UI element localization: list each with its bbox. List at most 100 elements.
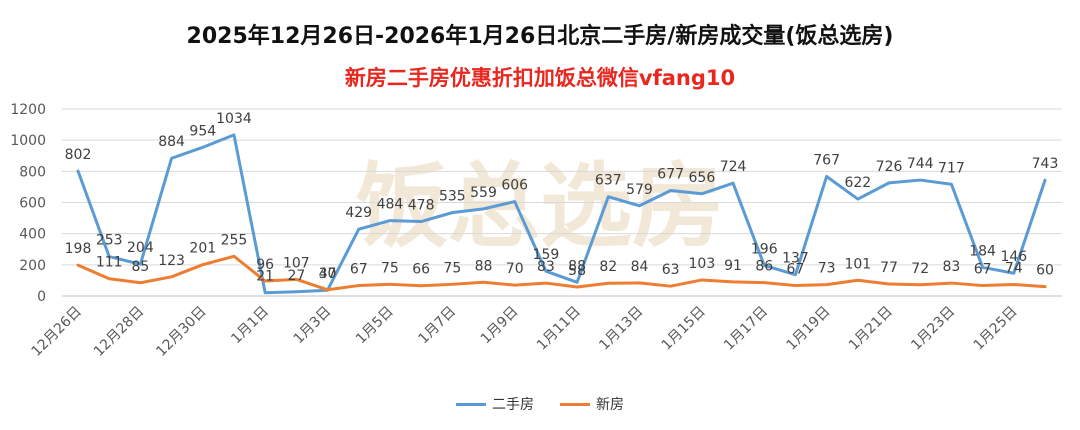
data-label: 73 (818, 261, 836, 277)
x-tick-label: 1月21日 (846, 304, 896, 354)
data-label: 101 (844, 256, 871, 272)
data-label: 84 (631, 259, 649, 275)
x-tick-label: 1月19日 (783, 304, 833, 354)
data-label: 484 (377, 197, 404, 213)
series-lines (76, 133, 1047, 295)
data-label: 137 (782, 251, 809, 267)
legend-swatch-new-home (560, 402, 590, 406)
data-label: 66 (412, 262, 430, 278)
chart-subtitle: 新房二手房优惠折扣加饭总微信vfang10 (344, 66, 736, 90)
y-axis: 0 200 400 600 800 1000 1200 (10, 102, 46, 305)
x-tick-label: 1月15日 (659, 304, 709, 354)
data-label: 103 (689, 256, 716, 272)
data-label: 767 (813, 152, 840, 168)
data-label: 478 (408, 198, 435, 214)
data-label: 726 (876, 159, 903, 175)
data-label: 86 (755, 259, 773, 275)
data-label: 37 (319, 266, 337, 282)
data-label: 91 (724, 258, 742, 274)
x-tick-label: 1月3日 (291, 304, 335, 348)
legend-item-new-home: 新房 (560, 394, 624, 414)
data-label: 253 (96, 233, 123, 249)
data-label: 67 (350, 262, 368, 278)
x-tick-label: 12月28日 (91, 304, 147, 360)
data-label: 107 (283, 255, 310, 271)
data-label: 60 (1036, 263, 1054, 279)
x-tick-label: 1月17日 (721, 304, 771, 354)
data-label: 111 (96, 255, 123, 271)
data-label: 802 (65, 147, 92, 163)
data-label: 75 (381, 260, 399, 276)
data-label: 74 (1005, 260, 1023, 276)
data-label: 429 (345, 205, 372, 221)
x-tick-label: 1月25日 (971, 304, 1021, 354)
x-tick-label: 1月11日 (534, 304, 584, 354)
gridlines (62, 108, 1062, 297)
data-label: 88 (475, 258, 493, 274)
data-label: 67 (787, 262, 805, 278)
data-label: 535 (439, 189, 466, 205)
data-label: 677 (657, 167, 684, 183)
x-tick-label: 12月26日 (29, 304, 85, 360)
data-label: 70 (506, 261, 524, 277)
x-axis: 12月26日 12月28日 12月30日 1月1日 1月3日 1月5日 1月7日 1月9日 1月… (29, 304, 1021, 360)
data-label: 637 (595, 173, 622, 189)
data-label: 21 (256, 269, 274, 285)
y-tick-label: 800 (19, 164, 46, 180)
data-label: 656 (689, 170, 716, 186)
data-label: 63 (662, 262, 680, 278)
data-label: 82 (599, 259, 617, 275)
data-label: 622 (844, 175, 871, 191)
data-label: 72 (911, 261, 929, 277)
data-label: 146 (1000, 249, 1027, 265)
data-label: 744 (907, 156, 934, 172)
data-label: 159 (533, 247, 560, 263)
data-label: 255 (221, 232, 248, 248)
x-tick-label: 1月23日 (908, 304, 958, 354)
chart-title: 2025年12月26日-2026年1月26日北京二手房/新房成交量(饭总选房) (186, 24, 894, 49)
data-label: 40 (319, 266, 337, 282)
legend-label-second-hand: 二手房 (492, 397, 534, 413)
data-label: 96 (256, 257, 274, 273)
data-label: 27 (287, 268, 305, 284)
data-label: 579 (626, 182, 653, 198)
data-label: 743 (1032, 156, 1059, 172)
data-label: 83 (537, 259, 555, 275)
series-line (76, 254, 1047, 292)
legend-item-second-hand: 二手房 (456, 394, 534, 414)
data-label: 884 (158, 134, 185, 150)
data-label: 77 (880, 260, 898, 276)
y-tick-label: 0 (37, 289, 46, 305)
y-tick-label: 200 (19, 258, 46, 274)
y-tick-label: 600 (19, 196, 46, 212)
data-label: 204 (127, 240, 154, 256)
data-label: 67 (974, 262, 992, 278)
data-label: 88 (568, 258, 586, 274)
series-line (76, 133, 1047, 295)
x-tick-label: 1月5日 (353, 304, 397, 348)
y-tick-label: 1000 (10, 133, 46, 149)
data-label: 184 (969, 243, 996, 259)
x-tick-label: 1月13日 (596, 304, 646, 354)
legend-label-new-home: 新房 (596, 397, 624, 413)
data-label: 196 (751, 241, 778, 257)
x-tick-label: 1月1日 (228, 304, 272, 348)
legend-swatch-second-hand (456, 402, 486, 406)
y-tick-label: 1200 (10, 102, 46, 118)
data-label: 85 (131, 259, 149, 275)
data-label: 954 (189, 123, 216, 139)
x-tick-label: 1月7日 (415, 304, 459, 348)
data-label: 198 (65, 241, 92, 257)
data-label: 58 (568, 263, 586, 279)
data-label: 123 (158, 253, 185, 269)
legend: 二手房 新房 (0, 394, 1080, 414)
data-label: 83 (943, 259, 961, 275)
data-label: 724 (720, 159, 747, 175)
data-label: 717 (938, 160, 965, 176)
data-label: 559 (470, 185, 497, 201)
x-tick-label: 1月9日 (478, 304, 522, 348)
data-label: 1034 (216, 111, 252, 127)
data-label: 606 (501, 178, 528, 194)
